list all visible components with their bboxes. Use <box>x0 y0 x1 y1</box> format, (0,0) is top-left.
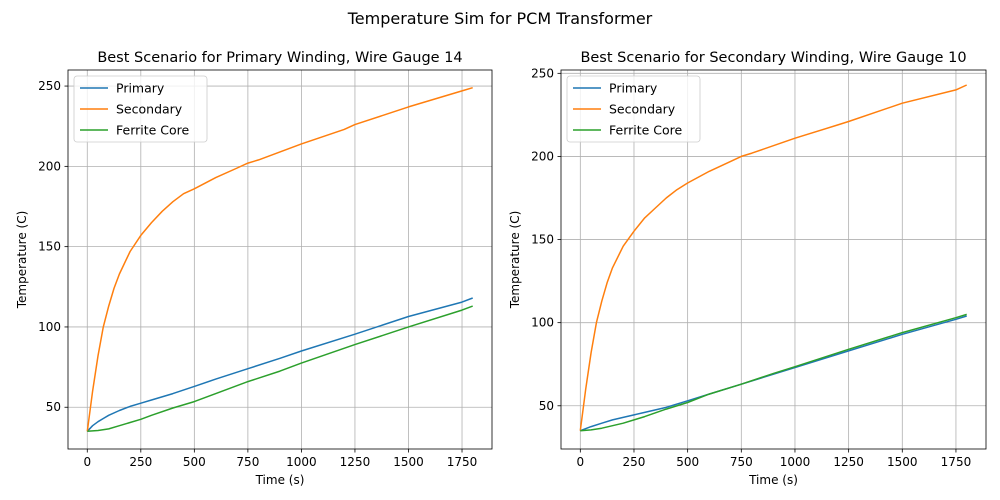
y-tick-label: 150 <box>38 240 61 254</box>
x-tick-label: 1250 <box>340 455 371 469</box>
x-tick-label: 250 <box>129 455 152 469</box>
legend-label: Ferrite Core <box>116 123 190 138</box>
legend-label: Secondary <box>116 102 183 117</box>
y-tick-label: 250 <box>531 66 554 80</box>
series-line-primary <box>86 297 473 432</box>
legend-label: Ferrite Core <box>609 123 683 138</box>
x-tick-label: 1750 <box>447 455 478 469</box>
chart-panel-secondary: 0 250 500 750 1000 1250 1500 1750 50 100 150 200 250… <box>508 50 987 487</box>
y-tick-label: 50 <box>46 400 61 414</box>
x-axis-label: Time (s) <box>748 473 798 487</box>
x-tick-label: 1750 <box>941 455 972 469</box>
x-tick-label: 0 <box>83 455 91 469</box>
legend-label: Secondary <box>609 102 676 117</box>
y-axis-label: Temperature (C) <box>508 211 522 310</box>
series-line-ferrite-core <box>580 313 967 432</box>
legend-label: Primary <box>116 81 165 96</box>
x-axis-label: Time (s) <box>255 473 305 487</box>
y-tick-label: 50 <box>539 399 554 413</box>
chart-panel-primary: 0 250 500 750 1000 1250 1500 1750 50 100 150 200 250… <box>15 50 493 487</box>
series-line-secondary <box>579 84 968 431</box>
legend-label: Primary <box>609 81 658 96</box>
x-tick-label: 250 <box>623 455 646 469</box>
series-line-primary <box>580 315 967 432</box>
series-line-ferrite-core <box>87 305 473 433</box>
x-tick-label: 1000 <box>780 455 811 469</box>
legend: Primary Secondary Ferrite Core <box>566 75 701 143</box>
y-axis-label: Temperature (C) <box>15 211 29 310</box>
x-tick-label: 1250 <box>833 455 864 469</box>
chart-title: Best Scenario for Primary Winding, Wire … <box>97 50 462 66</box>
y-tick-label: 150 <box>531 233 554 247</box>
x-tick-label: 500 <box>676 455 699 469</box>
figure-suptitle: Temperature Sim for PCM Transformer <box>347 9 653 28</box>
legend-box <box>73 75 208 143</box>
x-tick-label: 1500 <box>887 455 918 469</box>
axes-frame <box>560 69 987 450</box>
series-line-secondary <box>86 86 473 432</box>
x-tick-label: 750 <box>236 455 259 469</box>
y-tick-label: 250 <box>38 79 61 93</box>
x-tick-label: 500 <box>183 455 206 469</box>
legend: Primary Secondary Ferrite Core <box>73 75 208 143</box>
chart-title: Best Scenario for Secondary Winding, Wir… <box>580 50 966 66</box>
y-tick-label: 100 <box>531 316 554 330</box>
axes-frame <box>67 69 493 450</box>
y-tick-label: 200 <box>38 159 61 173</box>
x-tick-label: 0 <box>576 455 584 469</box>
legend-box <box>566 75 701 143</box>
x-tick-label: 1500 <box>393 455 424 469</box>
x-tick-label: 1000 <box>286 455 317 469</box>
y-tick-label: 100 <box>38 320 61 334</box>
x-tick-label: 750 <box>730 455 753 469</box>
y-tick-label: 200 <box>531 149 554 163</box>
